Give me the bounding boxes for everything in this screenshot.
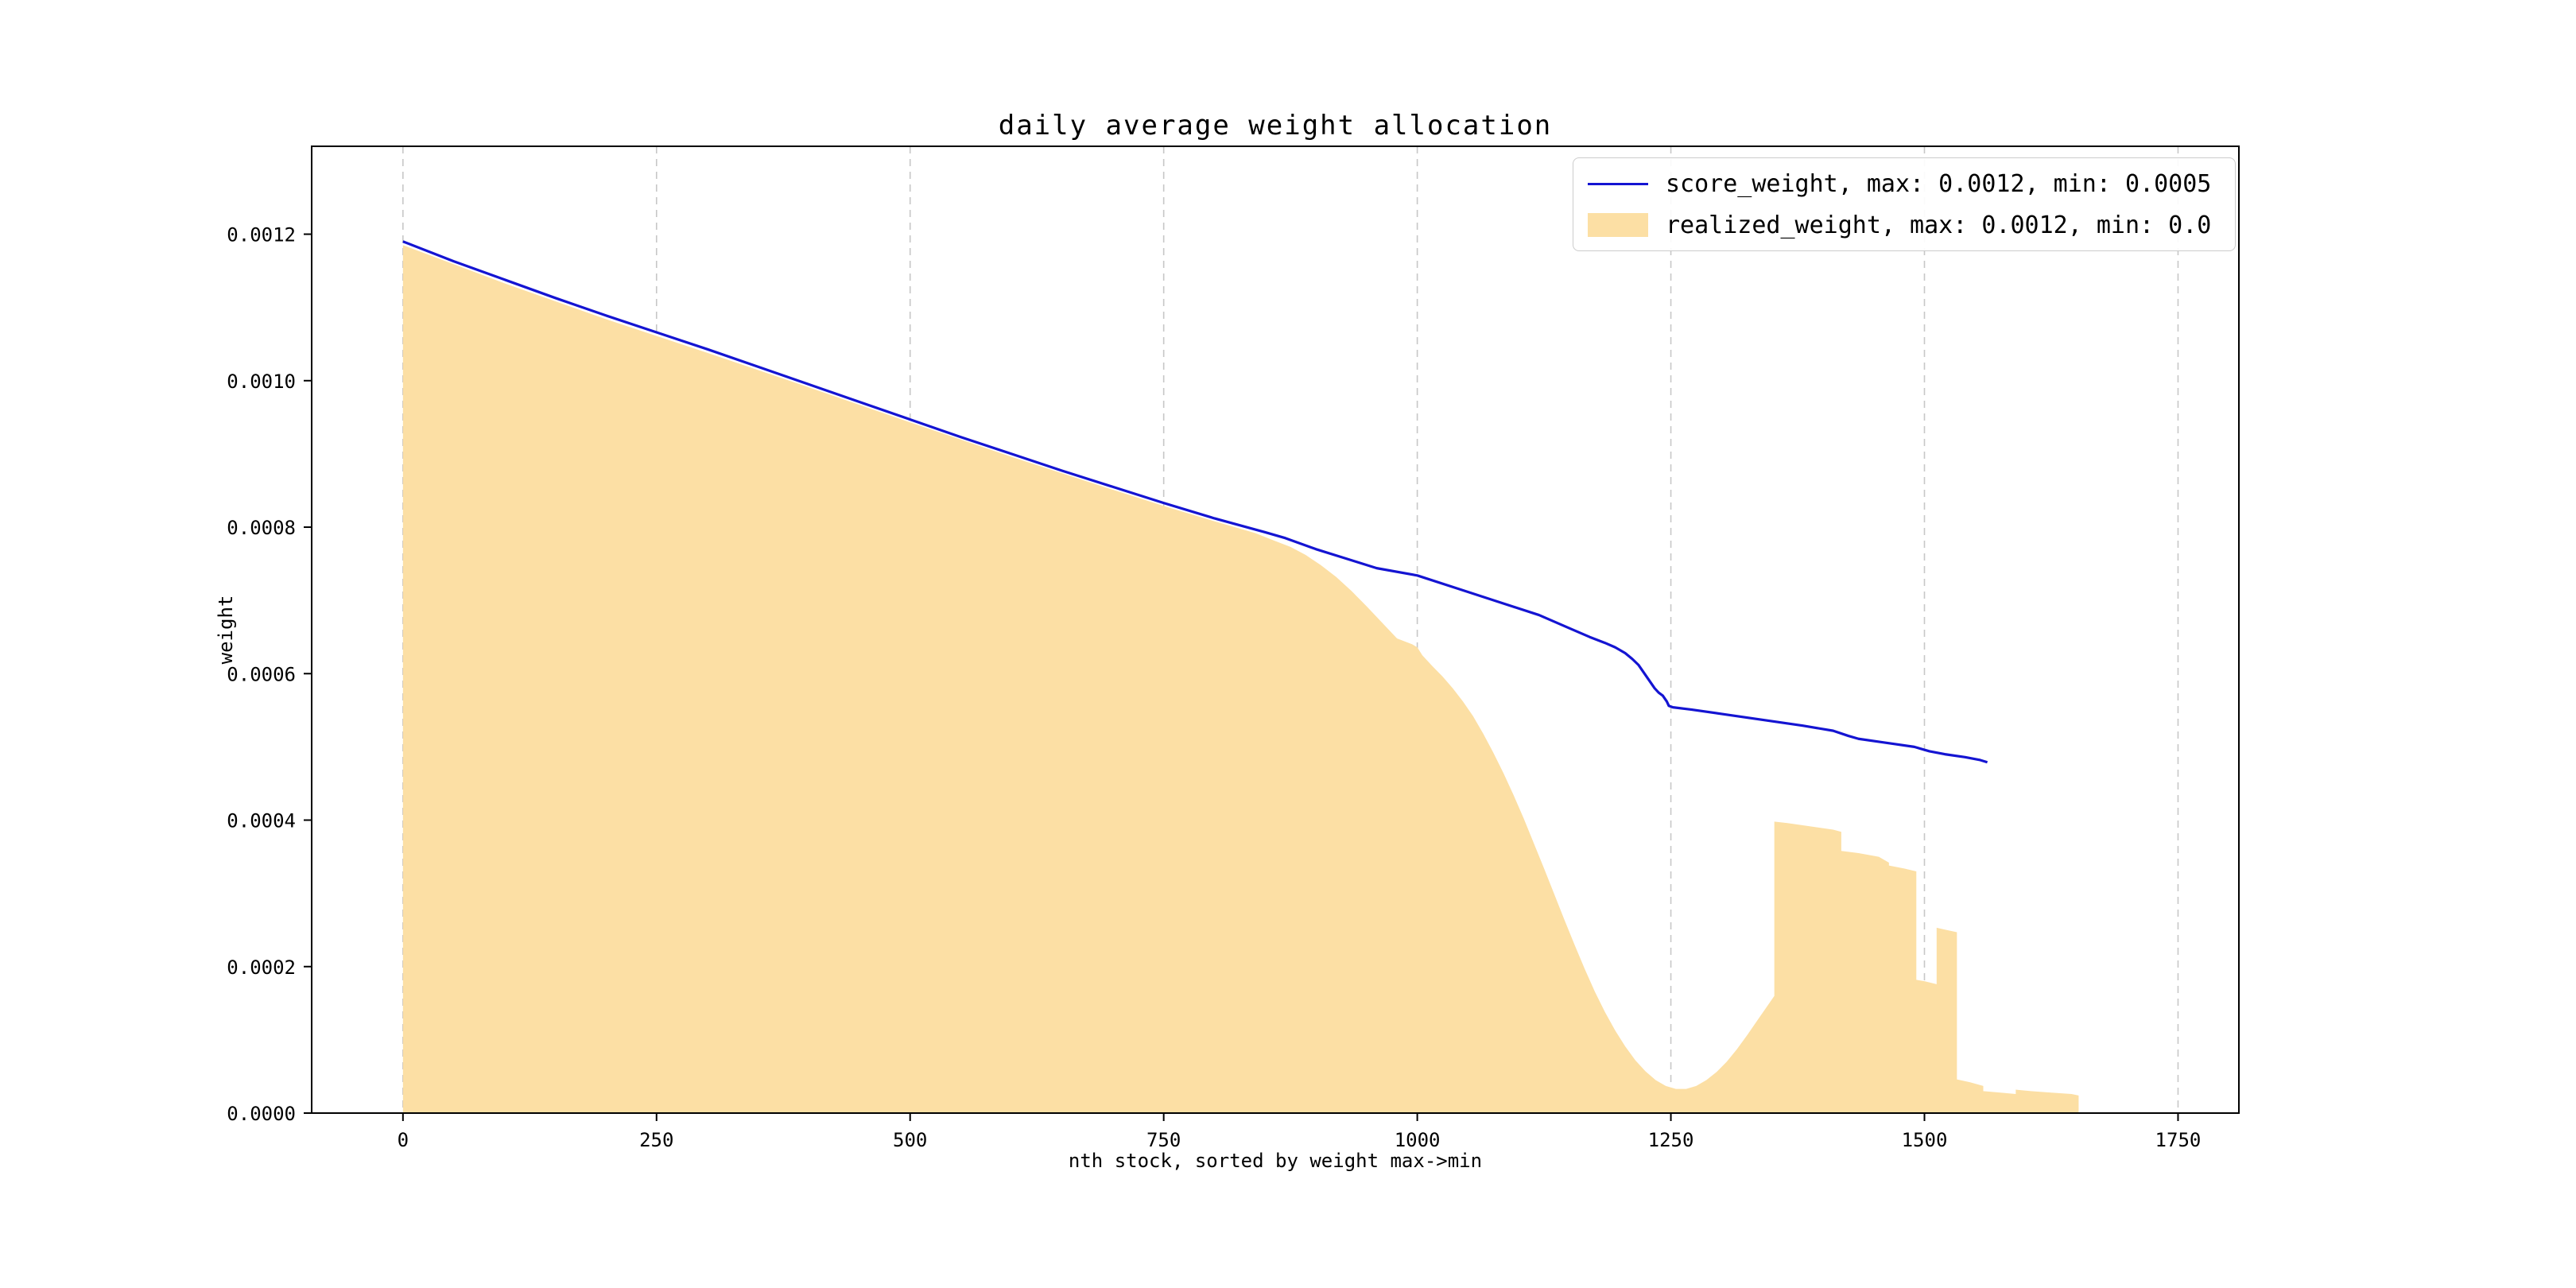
x-tick-label: 1250 bbox=[1648, 1129, 1694, 1151]
y-tick-label: 0.0004 bbox=[227, 810, 296, 832]
x-tick-label: 1500 bbox=[1902, 1129, 1948, 1151]
y-tick-label: 0.0010 bbox=[227, 370, 296, 393]
score-weight-line bbox=[402, 240, 1988, 764]
legend-patch-sample bbox=[1588, 213, 1648, 237]
y-tick-label: 0.0000 bbox=[227, 1103, 296, 1125]
x-tick-label: 0 bbox=[398, 1129, 409, 1151]
x-tick-label: 750 bbox=[1146, 1129, 1181, 1151]
x-tick-label: 1750 bbox=[2155, 1129, 2202, 1151]
chart-title: daily average weight allocation bbox=[998, 110, 1553, 142]
y-tick-label: 0.0002 bbox=[227, 956, 296, 979]
axes-frame bbox=[311, 145, 2240, 1114]
x-tick-label: 1000 bbox=[1395, 1129, 1441, 1151]
legend: score_weight, max: 0.0012, min: 0.0005 r… bbox=[1573, 157, 2236, 251]
legend-item-score-weight: score_weight, max: 0.0012, min: 0.0005 bbox=[1588, 166, 2221, 201]
y-axis-label: weight bbox=[215, 595, 237, 665]
y-tick-label: 0.0006 bbox=[227, 663, 296, 685]
x-axis-label: nth stock, sorted by weight max->min bbox=[1068, 1150, 1483, 1172]
x-tick-label: 500 bbox=[893, 1129, 927, 1151]
legend-label: score_weight, max: 0.0012, min: 0.0005 bbox=[1666, 169, 2212, 198]
realized-weight-area bbox=[402, 245, 2079, 1113]
legend-line-sample bbox=[1588, 182, 1648, 185]
x-tick-label: 250 bbox=[639, 1129, 673, 1151]
y-tick-label: 0.0008 bbox=[227, 517, 296, 539]
legend-item-realized-weight: realized_weight, max: 0.0012, min: 0.0 bbox=[1588, 208, 2221, 242]
y-tick-label: 0.0012 bbox=[227, 224, 296, 246]
legend-label: realized_weight, max: 0.0012, min: 0.0 bbox=[1666, 211, 2212, 239]
